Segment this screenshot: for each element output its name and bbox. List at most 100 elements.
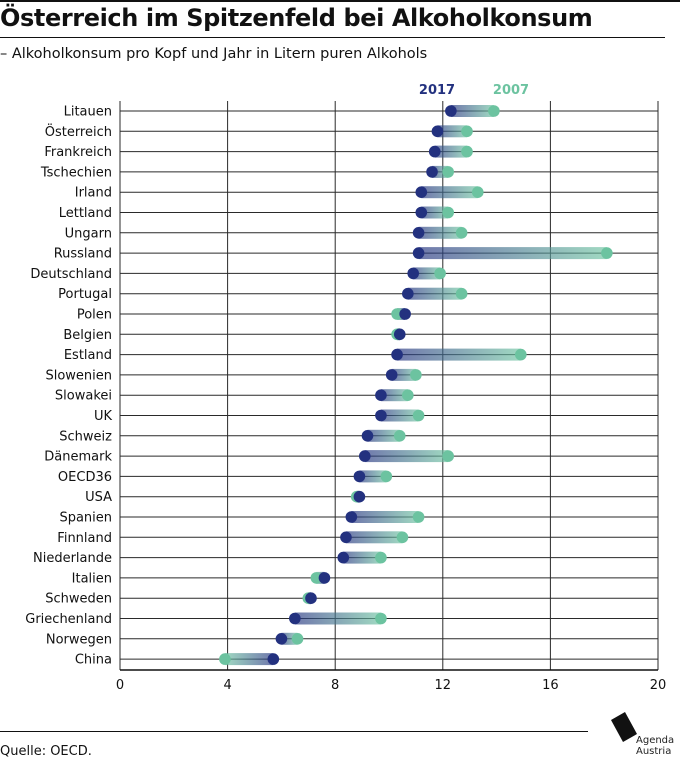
bottom-rule [0,731,588,732]
point-2017-4 [415,186,428,198]
point-2007-9 [455,287,468,300]
point-2017-27 [267,653,280,665]
category-label-8: Deutschland [30,267,112,282]
range-bar-25 [294,612,381,625]
point-2017-19 [353,490,366,503]
chart-title: Österreich im Spitzenfeld bei Alkoholkon… [0,4,593,32]
category-label-5: Lettland [59,206,112,221]
point-2017-0 [445,105,457,117]
point-2017-20 [345,511,358,523]
point-2007-25 [375,612,387,625]
point-2017-10 [399,308,411,320]
point-2007-14 [402,389,414,402]
x-tick-label-0: 0 [116,678,124,693]
point-2017-25 [289,612,301,625]
category-label-2: Frankreich [44,145,112,160]
logo-line-2: Austria [636,746,672,757]
point-2017-6 [412,227,425,239]
category-label-6: Ungarn [65,226,112,241]
point-2007-8 [434,267,446,280]
point-2017-3 [426,166,438,178]
range-bar-16 [367,429,400,442]
point-2017-17 [358,450,371,462]
point-2007-26 [291,633,304,645]
point-2007-12 [515,348,527,361]
range-bar-20 [351,511,419,523]
category-label-21: Finnland [57,531,112,546]
logo-line-1: Agenda [636,735,675,746]
point-2017-12 [391,348,403,361]
range-bar-2 [434,145,468,158]
point-2017-16 [361,430,374,442]
category-label-10: Polen [77,308,112,323]
logo-text: Agenda Austria [636,735,674,757]
point-2007-7 [601,247,613,259]
point-2007-23 [310,572,323,584]
x-tick-label-4: 16 [542,678,559,693]
point-2017-15 [375,409,387,422]
category-label-3: Tschechien [40,165,112,180]
category-label-14: Slowakei [55,389,112,404]
category-label-19: USA [85,490,112,505]
point-2017-21 [340,531,352,544]
category-label-27: China [75,653,112,668]
category-label-9: Portugal [58,287,112,302]
range-bar-13 [391,368,416,381]
category-label-25: Griechenland [25,612,112,627]
point-2007-16 [393,430,406,442]
point-2007-6 [455,227,468,239]
point-2007-13 [410,369,422,381]
point-2017-23 [318,572,331,584]
point-2007-5 [442,206,454,219]
point-2017-1 [431,125,444,138]
x-tick-label-3: 12 [435,678,452,693]
point-2007-27 [219,653,231,665]
category-label-15: UK [94,409,113,424]
range-bar-22 [343,551,381,564]
point-2017-24 [305,592,317,604]
range-bar-0 [450,105,494,117]
point-2007-22 [375,551,387,564]
point-2007-15 [412,409,425,422]
agenda-austria-logo-icon [611,712,637,742]
category-label-7: Russland [54,247,112,262]
legend-2017: 2017 [419,83,455,98]
legend-2007: 2007 [493,83,529,98]
point-2007-17 [442,450,454,462]
point-2007-10 [391,308,403,320]
point-2017-11 [393,328,406,341]
category-label-17: Dänemark [44,450,112,465]
category-label-13: Slowenien [45,368,112,383]
source-note: Quelle: OECD. [0,744,92,759]
range-bar-6 [418,226,462,239]
range-bar-7 [418,247,607,260]
category-label-0: Litauen [64,105,112,120]
point-2017-5 [415,206,428,219]
range-bar-18 [359,470,387,483]
point-2017-18 [353,470,366,483]
category-label-24: Schweden [45,592,112,607]
point-2007-2 [461,145,473,158]
category-label-18: OECD36 [58,470,112,485]
range-bar-9 [407,287,462,300]
point-2007-18 [380,470,393,483]
point-2007-1 [461,125,473,138]
range-bar-5 [421,206,449,219]
range-bar-12 [397,348,521,361]
x-tick-label-2: 8 [331,678,339,693]
point-2007-21 [396,531,409,544]
point-2017-13 [385,369,398,381]
point-2017-2 [428,145,441,158]
category-label-22: Niederlande [33,551,112,566]
category-label-23: Italien [72,571,112,586]
category-label-11: Belgien [63,328,112,343]
range-bar-21 [345,531,403,544]
range-bar-4 [421,186,478,199]
category-label-1: Österreich [45,123,112,140]
category-label-4: Irland [75,186,112,201]
range-bar-17 [364,450,449,463]
point-2017-7 [412,247,425,259]
category-label-16: Schweiz [59,429,112,444]
point-2007-4 [471,186,484,198]
